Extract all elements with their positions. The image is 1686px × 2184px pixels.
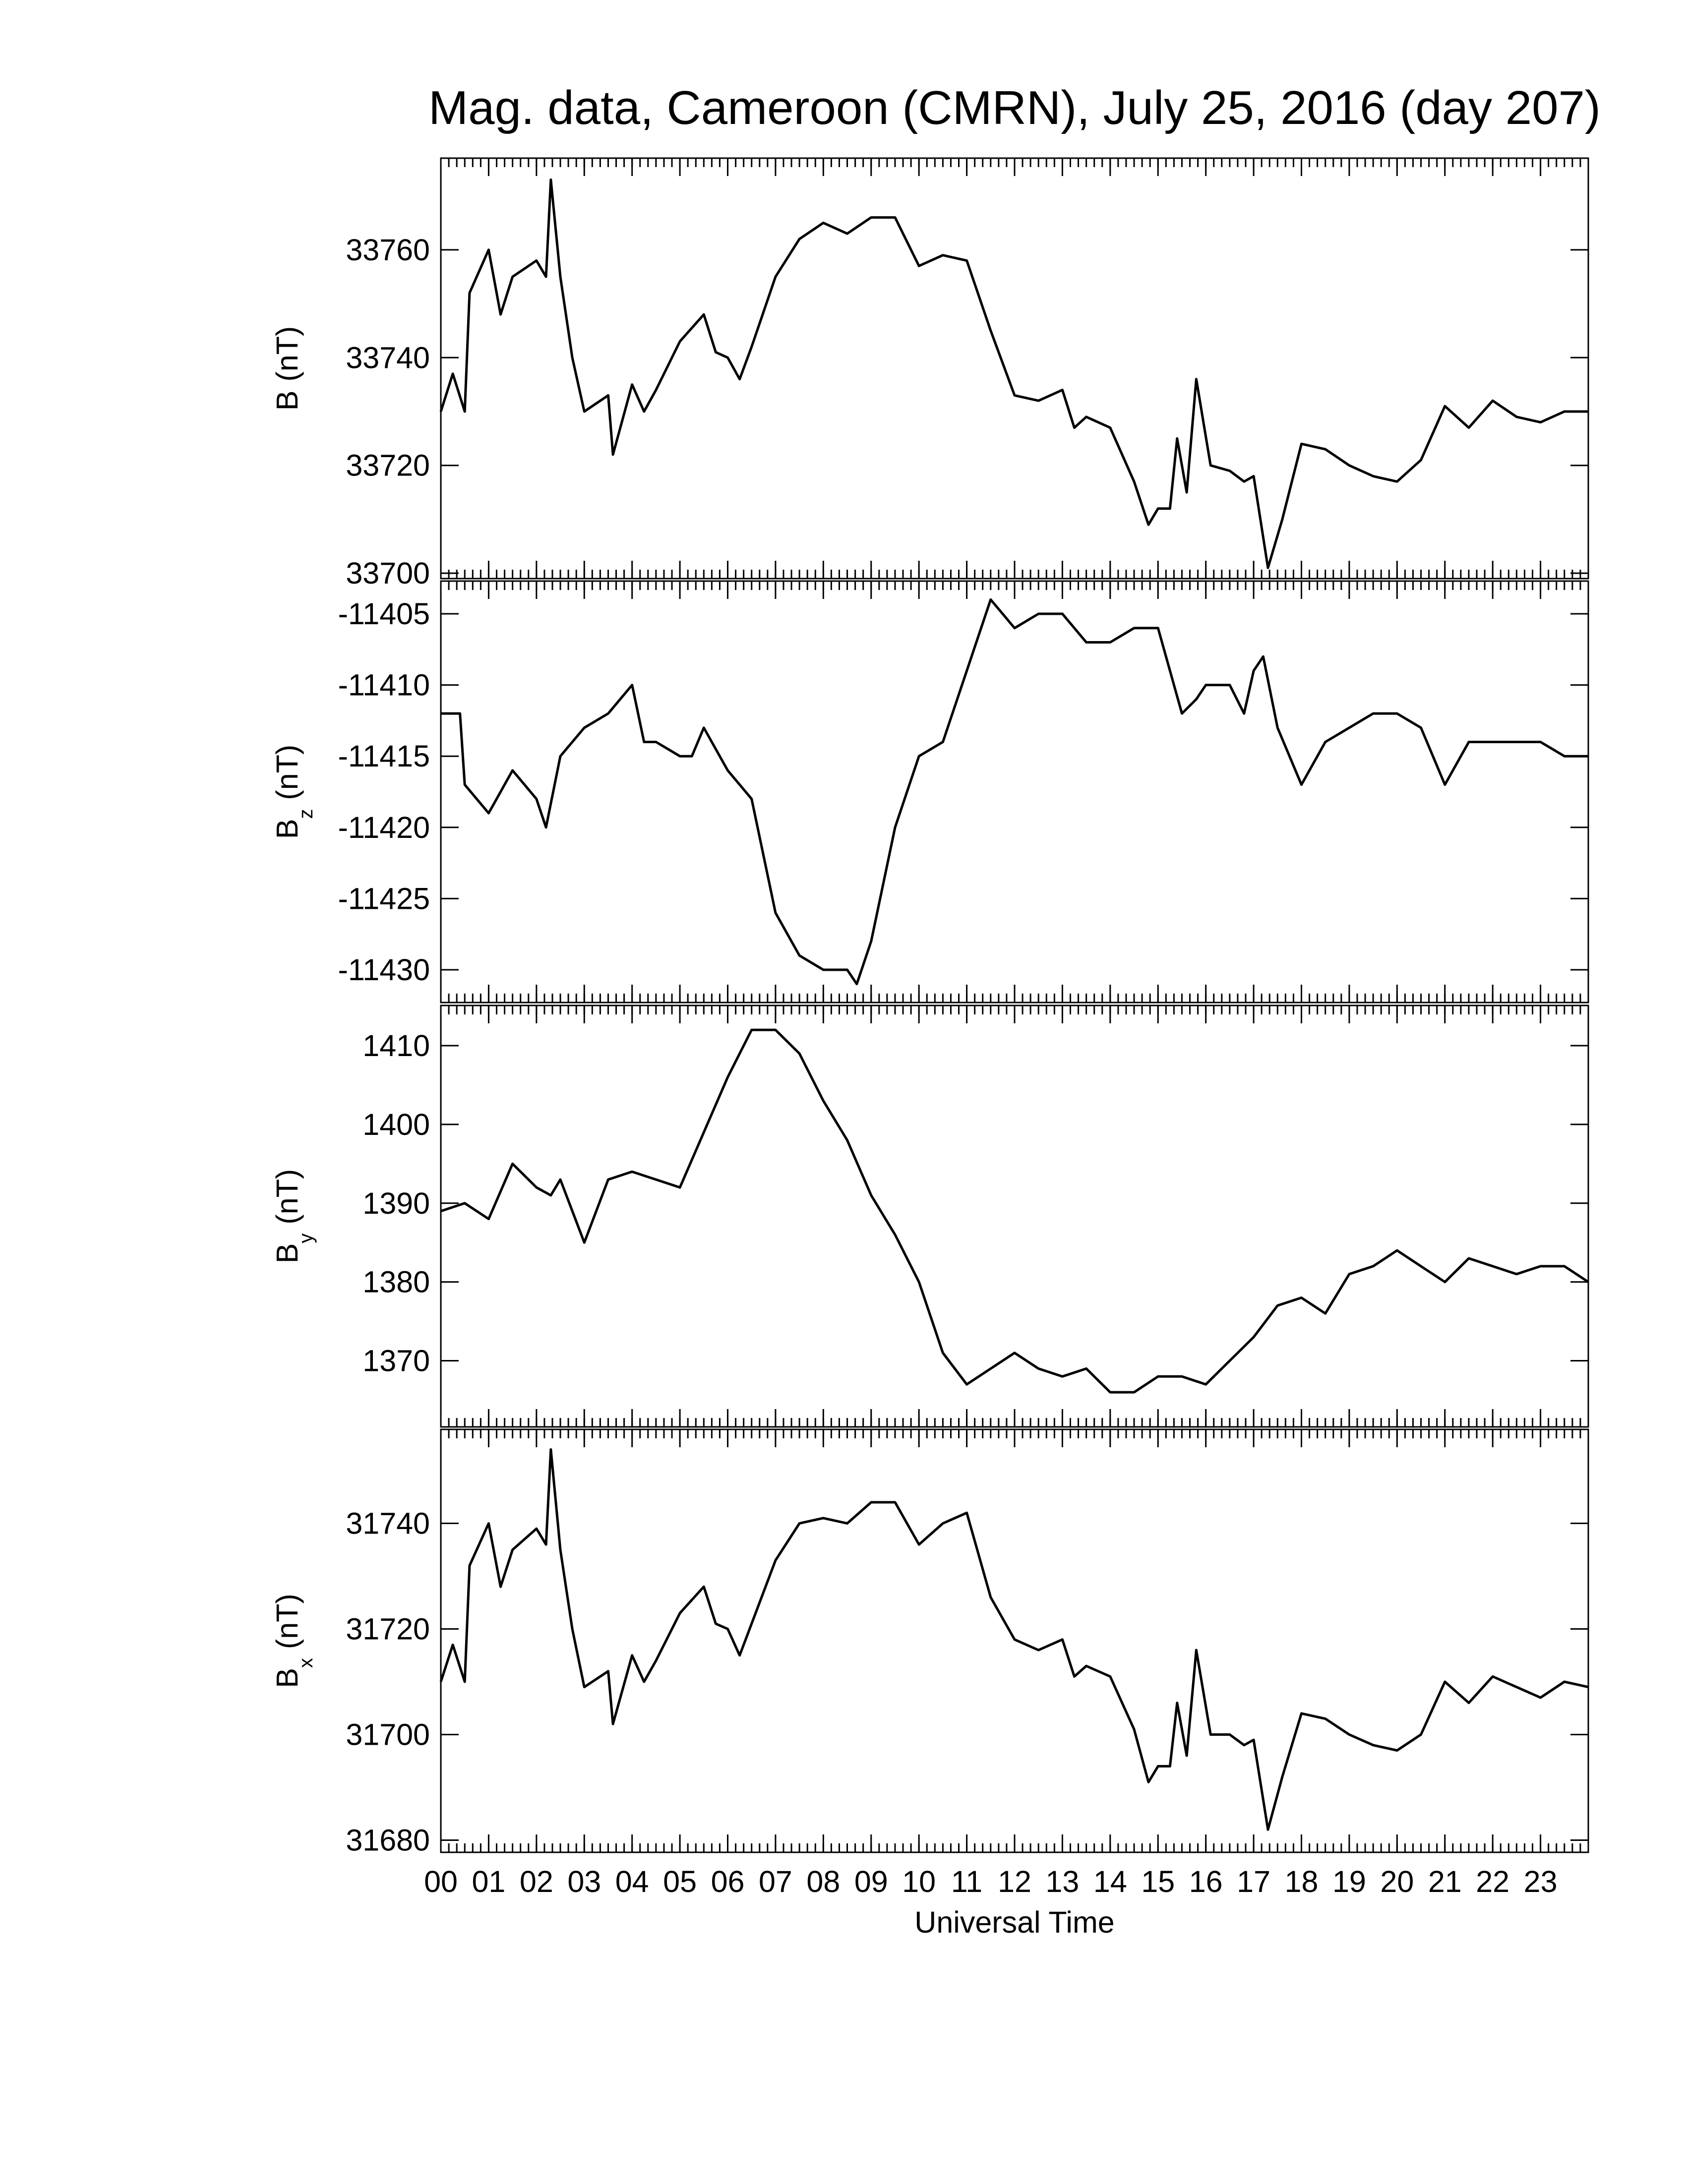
data-line — [439, 1448, 1589, 1831]
plot-frame — [440, 580, 1589, 1003]
x-tick-label: 14 — [1093, 1865, 1127, 1898]
plot-frame — [440, 1004, 1589, 1428]
y-axis-label-text: Bz (nT) — [270, 745, 317, 839]
y-tick-label: -11425 — [338, 882, 430, 915]
y-axis-label: Bx (nT) — [270, 1594, 317, 1688]
x-tick-label: 20 — [1380, 1865, 1414, 1898]
y-label-unit: (nT) — [270, 1169, 304, 1225]
y-tick-label: -11405 — [338, 597, 430, 631]
y-tick-label: 33720 — [346, 449, 430, 482]
y-tick-label: -11410 — [338, 668, 430, 702]
data-line — [440, 1028, 1589, 1394]
y-tick-label: 31680 — [346, 1824, 430, 1857]
x-tick-label: 16 — [1189, 1865, 1223, 1898]
y-label-base: B — [270, 391, 304, 411]
y-tick-label: 1400 — [362, 1108, 430, 1141]
y-label-unit: (nT) — [270, 1594, 304, 1649]
y-tick-label: 33700 — [346, 556, 430, 590]
x-tick-label: 10 — [902, 1865, 936, 1898]
x-tick-label: 06 — [711, 1865, 745, 1898]
y-axis-label: Bz (nT) — [270, 745, 317, 839]
y-label-subscript: x — [295, 1658, 317, 1668]
y-tick-label: 1380 — [362, 1265, 430, 1299]
y-tick-label: -11430 — [338, 953, 430, 987]
y-tick-label: 33740 — [346, 341, 430, 374]
y-axis-label-text: By (nT) — [270, 1169, 317, 1264]
x-tick-label: 05 — [663, 1865, 697, 1898]
y-label-base: B — [270, 1668, 304, 1688]
y-label-unit: (nT) — [270, 745, 304, 800]
plot-frame — [440, 157, 1589, 580]
x-tick-label: 21 — [1428, 1865, 1462, 1898]
y-label-base: B — [270, 1243, 304, 1264]
x-tick-label: 01 — [472, 1865, 505, 1898]
chart-title: Mag. data, Cameroon (CMRN), July 25, 201… — [428, 81, 1601, 134]
y-tick-label: 31720 — [346, 1612, 430, 1646]
x-tick-label: 22 — [1476, 1865, 1509, 1898]
x-tick-label: 12 — [998, 1865, 1031, 1898]
x-tick-label: 02 — [520, 1865, 553, 1898]
x-tick-label: 11 — [951, 1865, 982, 1898]
x-tick-label: 04 — [615, 1865, 649, 1898]
x-tick-label: 07 — [759, 1865, 792, 1898]
x-tick-label: 09 — [854, 1865, 888, 1898]
x-tick-label: 08 — [806, 1865, 840, 1898]
y-label-unit: (nT) — [270, 326, 304, 382]
x-tick-label: 18 — [1285, 1865, 1319, 1898]
y-tick-label: -11415 — [338, 739, 430, 773]
y-tick-label: 1370 — [362, 1344, 430, 1378]
y-axis-label: B (nT) — [270, 326, 304, 411]
y-tick-label: 33760 — [346, 233, 430, 267]
x-tick-label: 13 — [1045, 1865, 1079, 1898]
y-tick-label: 31740 — [346, 1507, 430, 1540]
x-tick-label: 17 — [1237, 1865, 1270, 1898]
y-label-subscript: y — [295, 1234, 317, 1243]
x-tick-label: 00 — [424, 1865, 458, 1898]
y-tick-label: 31700 — [346, 1718, 430, 1752]
y-axis-label-text: B (nT) — [270, 326, 304, 411]
x-tick-label: 03 — [567, 1865, 601, 1898]
x-tick-label: 19 — [1332, 1865, 1366, 1898]
y-label-subscript: z — [295, 809, 317, 819]
x-tick-label: 15 — [1141, 1865, 1175, 1898]
y-axis-label: By (nT) — [270, 1169, 317, 1264]
data-line — [439, 178, 1588, 569]
y-label-base: B — [270, 819, 304, 839]
data-line — [441, 598, 1588, 986]
y-tick-label: 1390 — [362, 1186, 430, 1220]
x-tick-label: 23 — [1524, 1865, 1558, 1898]
y-axis-label-text: Bx (nT) — [270, 1594, 317, 1688]
x-axis-label: Universal Time — [914, 1905, 1114, 1939]
y-tick-label: 1410 — [362, 1029, 430, 1062]
y-tick-label: -11420 — [338, 811, 430, 844]
